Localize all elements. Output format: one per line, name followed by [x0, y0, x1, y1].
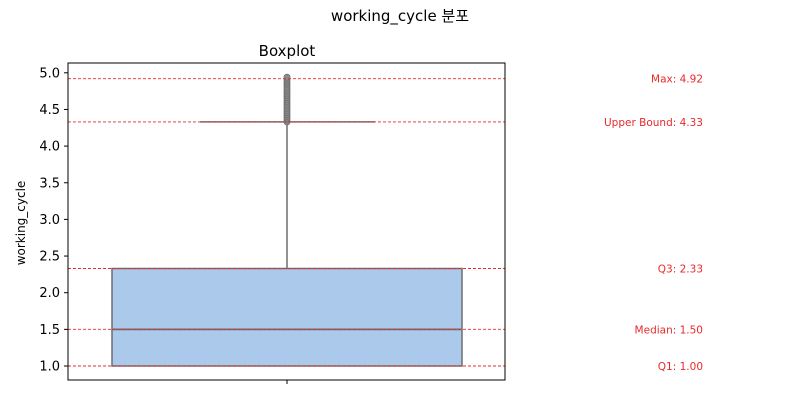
box-iqr: [111, 267, 463, 367]
outlier-point: [283, 73, 291, 81]
y-tick-label: 4.5: [39, 103, 60, 118]
y-tick-label: 5.0: [39, 66, 60, 81]
y-tick-label: 1.5: [39, 323, 60, 338]
y-tick-label: 3.5: [39, 176, 60, 191]
reference-annotation: Max: 4.92: [651, 74, 703, 86]
y-tick-label: 1.0: [39, 360, 60, 375]
reference-annotation: Q3: 2.33: [658, 264, 703, 276]
reference-annotation: Median: 1.50: [635, 324, 703, 336]
reference-annotation: Upper Bound: 4.33: [604, 117, 703, 129]
y-tick-label: 2.0: [39, 286, 60, 301]
y-tick-label: 2.5: [39, 250, 60, 265]
y-axis-label: working_cycle: [14, 181, 28, 266]
axes-title: Boxplot: [259, 42, 316, 60]
y-tick-label: 4.0: [39, 140, 60, 155]
plot-area: Max: 4.92 Upper Bound: 4.33 Q3: 2.33 Median…: [39, 62, 703, 384]
y-tick-label: 3.0: [39, 213, 60, 228]
reference-annotation: Q1: 1.00: [658, 361, 703, 373]
figure-suptitle: working_cycle 분포: [331, 7, 469, 26]
